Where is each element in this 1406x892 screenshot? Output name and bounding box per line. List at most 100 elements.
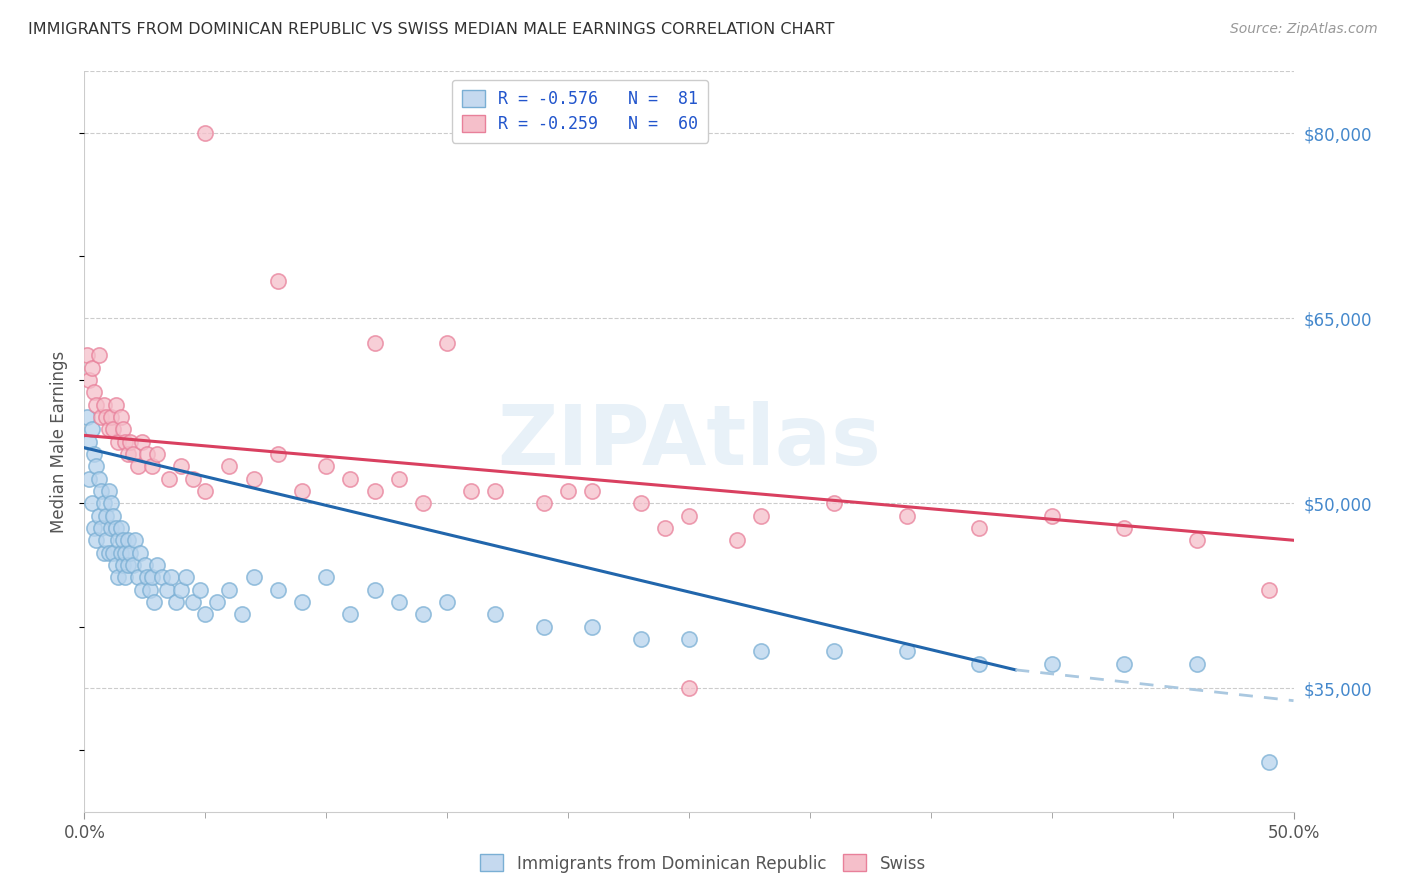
Point <box>533 619 555 633</box>
Point <box>86 459 108 474</box>
Point <box>412 496 434 510</box>
Point <box>136 570 159 584</box>
Point <box>242 570 264 584</box>
Point <box>170 582 193 597</box>
Point <box>100 521 122 535</box>
Point <box>141 459 163 474</box>
Point <box>112 422 135 436</box>
Point <box>94 533 117 548</box>
Point <box>823 644 845 658</box>
Point <box>131 582 153 597</box>
Point <box>83 385 105 400</box>
Point <box>207 595 229 609</box>
Point <box>1040 508 1063 523</box>
Point <box>533 496 555 510</box>
Point <box>165 595 187 609</box>
Text: IMMIGRANTS FROM DOMINICAN REPUBLIC VS SWISS MEDIAN MALE EARNINGS CORRELATION CHA: IMMIGRANTS FROM DOMINICAN REPUBLIC VS SW… <box>28 22 835 37</box>
Point <box>363 483 385 498</box>
Point <box>630 496 652 510</box>
Point <box>557 483 579 498</box>
Point <box>86 398 108 412</box>
Point <box>97 422 120 436</box>
Point <box>107 434 129 449</box>
Point <box>967 657 990 671</box>
Point <box>751 644 773 658</box>
Point <box>138 582 160 597</box>
Point <box>127 459 149 474</box>
Point <box>678 681 700 696</box>
Point <box>114 434 136 449</box>
Point <box>131 434 153 449</box>
Point <box>291 483 314 498</box>
Point <box>267 582 290 597</box>
Point <box>484 607 506 622</box>
Point <box>76 409 98 424</box>
Point <box>117 533 139 548</box>
Point <box>174 570 197 584</box>
Point <box>117 558 139 572</box>
Point <box>267 447 290 461</box>
Text: ZIPAtlas: ZIPAtlas <box>496 401 882 482</box>
Point <box>1185 657 1208 671</box>
Point <box>107 570 129 584</box>
Point <box>1258 756 1281 770</box>
Point <box>1185 533 1208 548</box>
Point <box>104 521 127 535</box>
Point <box>363 335 385 350</box>
Point <box>94 409 117 424</box>
Point <box>112 533 135 548</box>
Point <box>291 595 314 609</box>
Point <box>218 459 240 474</box>
Point <box>194 483 217 498</box>
Point <box>77 434 100 449</box>
Point <box>104 558 127 572</box>
Point <box>725 533 748 548</box>
Point <box>129 546 152 560</box>
Point <box>114 546 136 560</box>
Point <box>194 126 217 140</box>
Point <box>87 348 110 362</box>
Point <box>896 508 918 523</box>
Point <box>94 508 117 523</box>
Point <box>143 595 166 609</box>
Point <box>823 496 845 510</box>
Point <box>412 607 434 622</box>
Point <box>654 521 676 535</box>
Point <box>121 447 143 461</box>
Point <box>339 607 361 622</box>
Point <box>1040 657 1063 671</box>
Point <box>1114 521 1136 535</box>
Legend: Immigrants from Dominican Republic, Swiss: Immigrants from Dominican Republic, Swis… <box>474 847 932 880</box>
Point <box>97 546 120 560</box>
Point <box>339 471 361 485</box>
Point <box>363 582 385 597</box>
Point <box>751 508 773 523</box>
Point <box>90 483 112 498</box>
Point <box>93 546 115 560</box>
Point <box>80 360 103 375</box>
Point <box>114 570 136 584</box>
Point <box>630 632 652 646</box>
Point <box>170 459 193 474</box>
Point <box>77 471 100 485</box>
Point <box>103 422 125 436</box>
Point <box>315 459 337 474</box>
Point <box>460 483 482 498</box>
Point <box>678 632 700 646</box>
Point <box>141 570 163 584</box>
Point <box>110 409 132 424</box>
Point <box>146 447 169 461</box>
Point <box>83 447 105 461</box>
Point <box>581 619 603 633</box>
Point <box>967 521 990 535</box>
Point <box>112 558 135 572</box>
Point <box>190 582 212 597</box>
Point <box>194 607 217 622</box>
Y-axis label: Median Male Earnings: Median Male Earnings <box>51 351 69 533</box>
Point <box>436 335 458 350</box>
Point <box>1258 582 1281 597</box>
Point <box>100 496 122 510</box>
Point <box>80 496 103 510</box>
Point <box>104 398 127 412</box>
Point <box>896 644 918 658</box>
